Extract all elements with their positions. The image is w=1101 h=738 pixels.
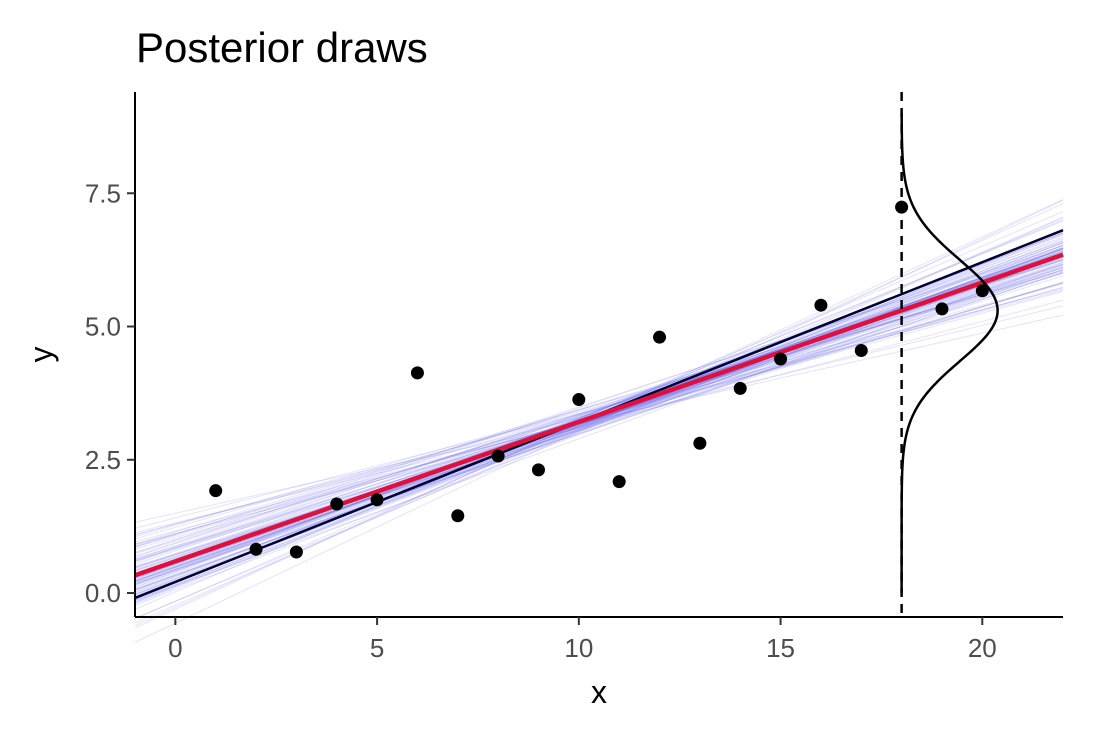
posterior-draw-line xyxy=(134,257,1064,582)
posterior-draw-line xyxy=(134,228,1064,619)
posterior-draw-line xyxy=(134,244,1064,601)
posterior-draw-line xyxy=(134,269,1064,553)
posterior-draw-line xyxy=(134,265,1064,569)
prediction-density-curve xyxy=(900,113,999,594)
data-point xyxy=(774,352,788,366)
x-tick-label: 15 xyxy=(766,633,795,663)
posterior-draw-line xyxy=(134,282,1064,536)
data-point xyxy=(249,542,263,556)
x-tick-label: 10 xyxy=(564,633,593,663)
posterior-draw-line xyxy=(134,251,1064,562)
y-tick-label: 7.5 xyxy=(85,178,121,208)
posterior-draw-line xyxy=(134,255,1064,591)
data-point xyxy=(370,493,384,507)
data-point xyxy=(693,436,707,450)
posterior-draw-line xyxy=(134,288,1064,529)
data-point xyxy=(572,393,586,407)
posterior-draw-line xyxy=(134,211,1064,610)
y-tick-label: 5.0 xyxy=(85,312,121,342)
x-tick-label: 5 xyxy=(370,633,384,663)
axes-layer xyxy=(134,92,1063,618)
data-point xyxy=(612,475,626,489)
data-point xyxy=(289,545,303,559)
prediction-density-layer xyxy=(900,92,999,617)
posterior-draw-line xyxy=(134,275,1064,568)
data-point xyxy=(531,463,545,477)
x-axis-title: x xyxy=(591,674,607,710)
x-tick-label: 20 xyxy=(968,633,997,663)
posterior-draw-line xyxy=(134,254,1064,596)
y-tick-label: 2.5 xyxy=(85,445,121,475)
posterior-draw-line xyxy=(134,245,1064,558)
data-points-layer xyxy=(209,200,989,559)
posterior-draw-line xyxy=(134,281,1064,559)
data-point xyxy=(209,484,223,498)
posterior-draw-line xyxy=(134,269,1064,578)
posterior-draw-line xyxy=(134,219,1064,603)
data-point xyxy=(410,366,424,380)
posterior-draw-line xyxy=(134,269,1064,547)
posterior-draw-line xyxy=(134,286,1064,550)
posterior-draw-line xyxy=(134,272,1064,540)
regression-lines-layer xyxy=(134,229,1064,600)
chart-title: Posterior draws xyxy=(136,24,428,71)
posterior-draw-line xyxy=(134,263,1064,578)
posterior-draw-line xyxy=(134,239,1064,601)
posterior-draw-line xyxy=(134,267,1064,571)
posterior-mean-line xyxy=(134,252,1064,578)
posterior-draw-line xyxy=(134,289,1064,536)
posterior-draw-line xyxy=(134,199,1064,643)
data-point xyxy=(653,330,667,344)
data-point xyxy=(975,284,989,298)
ticks-layer: 0 5 10 15 20 0.0 2.5 5.0 7.5 xyxy=(85,178,997,663)
posterior-draw-line xyxy=(134,261,1064,601)
posterior-draw-line xyxy=(134,271,1064,582)
posterior-draw-line xyxy=(134,282,1064,561)
posterior-draw-line xyxy=(134,299,1064,546)
posterior-draw-line xyxy=(134,240,1064,576)
posterior-draw-line xyxy=(134,272,1064,563)
posterior-draw-line xyxy=(134,267,1064,580)
posterior-draws-layer xyxy=(134,199,1064,643)
data-point xyxy=(854,344,868,358)
posterior-draw-line xyxy=(134,232,1064,604)
y-tick-label: 0.0 xyxy=(85,578,121,608)
posterior-draw-line xyxy=(134,263,1064,545)
posterior-draw-line xyxy=(134,217,1064,624)
posterior-draw-line xyxy=(134,269,1064,585)
posterior-draw-line xyxy=(134,247,1064,591)
posterior-draw-line xyxy=(134,271,1064,584)
data-point xyxy=(451,509,465,523)
posterior-draw-line xyxy=(134,314,1064,523)
posterior-draw-line xyxy=(134,216,1064,620)
data-point xyxy=(814,298,828,312)
data-point xyxy=(733,381,747,395)
posterior-draw-line xyxy=(134,271,1064,538)
data-point xyxy=(491,449,505,463)
posterior-draw-line xyxy=(134,233,1064,605)
posterior-draw-line xyxy=(134,264,1064,555)
data-point xyxy=(935,302,949,316)
data-point xyxy=(330,497,344,511)
x-tick-label: 0 xyxy=(168,633,182,663)
y-axis-title: y xyxy=(23,347,59,363)
posterior-draw-line xyxy=(134,244,1064,603)
posterior-draw-line xyxy=(134,305,1064,534)
posterior-draw-line xyxy=(134,247,1064,554)
